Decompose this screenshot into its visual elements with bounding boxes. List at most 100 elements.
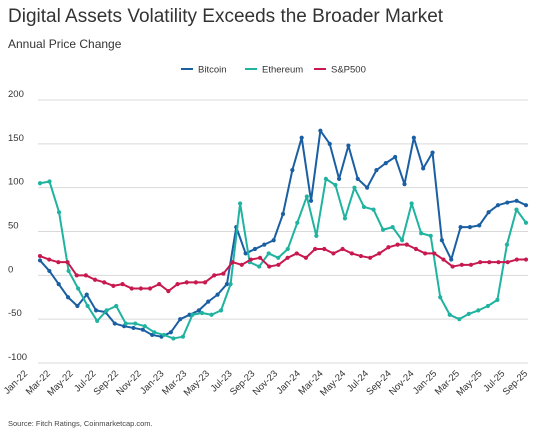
data-point [361, 204, 367, 210]
data-point [175, 282, 180, 287]
x-tick-label: May-25 [454, 368, 484, 398]
data-point [318, 128, 323, 133]
data-point [218, 308, 224, 313]
data-point [112, 321, 117, 326]
data-point [432, 251, 437, 256]
data-point [419, 231, 424, 236]
series-lines [37, 128, 529, 341]
data-point [333, 182, 338, 188]
data-point [157, 282, 162, 287]
data-point [276, 255, 281, 260]
data-point [83, 273, 88, 278]
data-point [271, 238, 276, 243]
data-point [294, 251, 299, 256]
legend: Bitcoin Ethereum S&P500 [181, 65, 366, 76]
data-point [459, 262, 464, 267]
data-point [184, 280, 189, 285]
data-point [466, 311, 471, 317]
data-point [133, 321, 138, 326]
data-point [280, 211, 286, 217]
data-point [441, 257, 446, 262]
data-point [239, 262, 244, 267]
data-point [322, 246, 327, 252]
data-point [190, 312, 195, 317]
data-point [457, 317, 462, 322]
data-point [76, 286, 81, 291]
data-point [323, 176, 328, 181]
data-point [285, 246, 290, 252]
data-point [193, 280, 198, 285]
gridlines [38, 99, 528, 364]
data-point [402, 182, 407, 187]
legend-label: Ethereum [262, 65, 303, 76]
chart-title: Digital Assets Volatility Exceeds the Br… [8, 6, 444, 27]
data-point [56, 210, 62, 215]
data-point [257, 255, 263, 260]
data-point [114, 303, 119, 309]
data-point [267, 264, 272, 269]
data-point [257, 264, 262, 269]
data-point [428, 233, 433, 238]
data-point [178, 317, 183, 322]
data-point [505, 260, 510, 265]
data-point [248, 257, 254, 262]
data-point [390, 225, 395, 230]
data-point [202, 280, 208, 285]
data-point [37, 258, 43, 263]
data-point [65, 260, 70, 265]
x-tick-label: Nov-23 [251, 368, 280, 397]
x-tick-label: Nov-22 [114, 368, 143, 397]
data-point [423, 251, 428, 256]
data-point [75, 303, 80, 309]
data-point [56, 282, 61, 287]
data-point [327, 141, 332, 146]
data-point [92, 277, 98, 282]
data-point [514, 198, 519, 203]
data-point [276, 262, 281, 267]
data-point [421, 166, 426, 171]
data-point [65, 295, 71, 300]
x-tick-label: Sep-25 [501, 368, 530, 397]
series-bitcoin [37, 128, 529, 339]
series-line [39, 129, 527, 338]
data-point [342, 216, 348, 221]
data-point [266, 251, 271, 256]
data-point [66, 268, 71, 274]
data-point [303, 255, 309, 260]
data-point [523, 203, 529, 208]
data-point [166, 289, 171, 294]
data-point [206, 299, 211, 304]
data-point [262, 242, 267, 247]
chart-subtitle: Annual Price Change [8, 37, 122, 51]
data-point [374, 168, 379, 173]
data-point [514, 257, 519, 262]
data-point [209, 312, 214, 317]
data-point [152, 330, 157, 335]
data-point [285, 255, 290, 260]
data-point [458, 225, 463, 230]
legend-label: Bitcoin [198, 65, 227, 76]
data-point [104, 308, 109, 313]
data-point [47, 179, 52, 184]
data-point [505, 200, 510, 205]
data-point [295, 220, 300, 225]
data-point [120, 282, 125, 287]
data-point [168, 330, 173, 335]
data-point [514, 207, 519, 212]
x-axis-ticks: Jan-22Mar-22May-22Jul-22Sep-22Nov-22Jan-… [2, 368, 530, 398]
data-point [352, 185, 357, 190]
data-point [393, 154, 398, 160]
data-point [331, 251, 336, 256]
data-point [495, 297, 500, 302]
data-point [47, 268, 52, 274]
data-point [449, 257, 454, 262]
data-point [85, 303, 90, 309]
data-point [504, 242, 510, 247]
data-point [252, 246, 258, 252]
data-point [438, 295, 443, 300]
data-point [365, 185, 370, 190]
y-tick-label: 150 [8, 133, 24, 144]
data-point [230, 260, 235, 265]
series-s-p500 [37, 242, 529, 294]
data-point [312, 246, 318, 252]
